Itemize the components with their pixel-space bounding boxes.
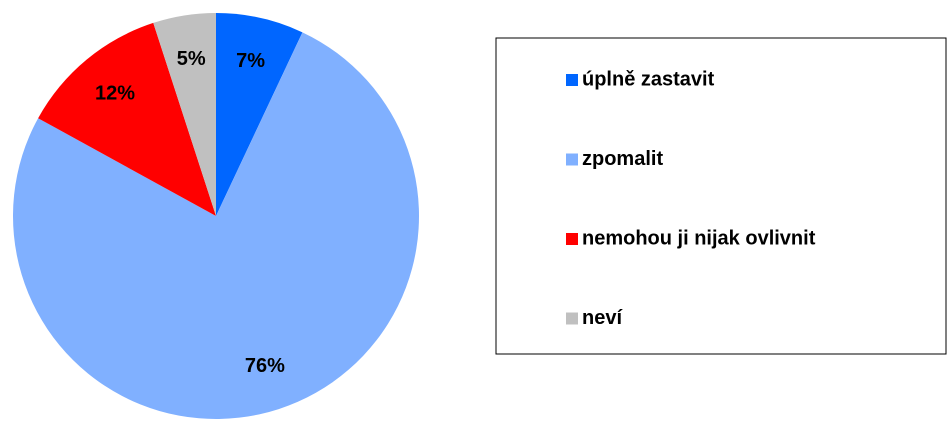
legend-swatch [566, 233, 578, 245]
data-label: 12% [95, 82, 135, 104]
legend-swatch [566, 74, 578, 86]
data-label: 76% [245, 355, 285, 377]
pie-slice [153, 13, 216, 216]
legend-label: úplně zastavit [582, 68, 715, 90]
data-label: 5% [177, 48, 206, 70]
legend-label: zpomalit [582, 148, 663, 170]
pie-slice [12, 32, 419, 419]
pie-slice [216, 13, 303, 216]
pie-slice [38, 22, 217, 216]
legend-swatch [566, 153, 578, 166]
legend-label: nemohou ji nijak ovlivnit [582, 227, 816, 249]
data-label: 7% [236, 50, 265, 72]
legend-box [495, 37, 947, 355]
legend-swatch [566, 312, 578, 325]
legend-label: neví [582, 307, 623, 329]
